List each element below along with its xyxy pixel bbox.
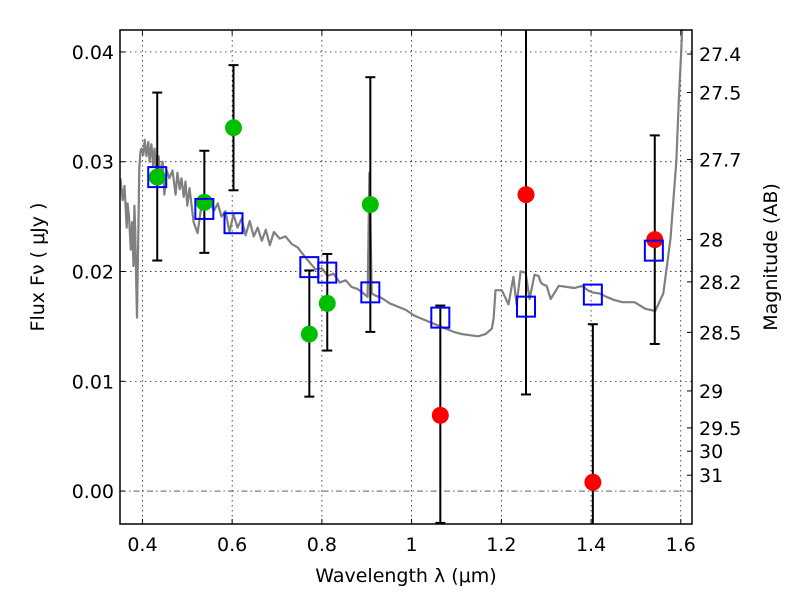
model-square [194,197,215,220]
x-tick-label: 0.8 [307,534,337,556]
mag-tick-label: 27.4 [699,44,741,66]
y-tick-label: 0.04 [72,42,114,64]
data-point-red [517,186,535,204]
data-point-green [300,325,318,343]
mag-tick-label: 27.5 [699,82,741,104]
x-tick-label: 1.6 [666,534,696,556]
x-tick-label: 1 [406,534,418,556]
y-tick-label: 0.01 [72,371,114,393]
model-square [430,306,451,329]
model-spectrum-line [120,30,684,338]
model-squares-layer [147,166,664,329]
ticks-layer: 0.4 0.6 0.8 1 1.2 1.4 1.6 0.00 0.01 0.02 0.03 0.04 2… [72,30,741,556]
mag-tick-label: 30 [699,441,723,463]
plot-frame [119,29,693,525]
data-point-red [431,406,449,424]
mag-tick-label: 31 [699,465,723,487]
model-spectrum-layer [120,30,684,338]
x-tick-label: 0.6 [217,534,247,556]
y-axis-right-label: Magnitude (AB) [760,183,782,331]
x-tick-label: 1.4 [576,534,606,556]
grid [120,30,692,524]
data-point-green [148,168,166,186]
x-axis-label: Wavelength λ (μm) [315,565,496,587]
mag-tick-label: 27.7 [699,150,741,172]
data-point-green [361,196,379,214]
data-point-green [318,294,336,312]
mag-tick-label: 28.5 [699,322,741,344]
mag-tick-label: 29.5 [699,418,741,440]
data-point-green [225,119,243,137]
model-square [223,212,244,235]
x-tick-label: 0.4 [127,534,157,556]
y-tick-label: 0.00 [72,481,114,503]
mag-tick-label: 28.2 [699,272,741,294]
model-square [147,166,168,189]
model-square [643,239,664,262]
data-point-green [195,193,213,211]
x-tick-label: 1.2 [486,534,516,556]
model-square [516,295,537,318]
y-tick-label: 0.03 [72,152,114,174]
model-square [317,261,338,284]
y-tick-label: 0.02 [72,262,114,284]
model-square [582,283,603,306]
model-square [360,281,381,304]
data-point-red [584,473,602,491]
mag-tick-label: 29 [699,381,723,403]
mag-tick-label: 28 [699,230,723,252]
y-axis-label: Flux Fν ( μJy ) [27,203,49,332]
